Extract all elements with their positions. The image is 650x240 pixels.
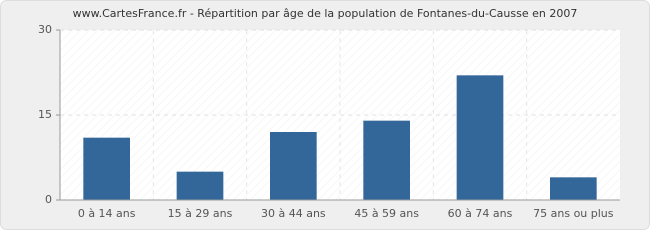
x-tick-label: 30 à 44 ans	[261, 207, 326, 220]
x-tick-label: 15 à 29 ans	[168, 207, 233, 220]
x-tick-label: 75 ans ou plus	[533, 207, 614, 220]
bar	[270, 132, 317, 200]
chart: www.CartesFrance.fr - Répartition par âg…	[0, 0, 650, 230]
bar	[456, 75, 504, 200]
x-tick-label: 60 à 74 ans	[448, 207, 513, 220]
chart-title: www.CartesFrance.fr - Répartition par âg…	[73, 7, 578, 20]
x-tick-label: 45 à 59 ans	[354, 207, 419, 220]
bar	[176, 171, 224, 200]
bar	[550, 177, 597, 200]
bar	[83, 137, 130, 200]
y-tick-label: 30	[38, 23, 52, 36]
y-tick-label: 15	[38, 108, 52, 121]
x-tick-label: 0 à 14 ans	[78, 207, 136, 220]
y-tick-label: 0	[45, 193, 52, 206]
bar	[363, 120, 410, 200]
